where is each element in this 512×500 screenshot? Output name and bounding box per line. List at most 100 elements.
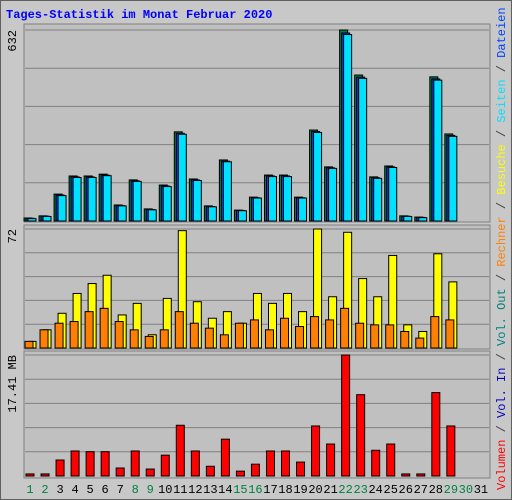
bar	[295, 326, 305, 349]
legend: Volumen / Vol. In / Vol. Out / Rechner /…	[495, 0, 509, 490]
chart-title: Tages-Statistik im Monat Februar 2020	[6, 8, 272, 22]
bar	[250, 463, 260, 477]
bar	[39, 329, 49, 349]
x-tick-label: 13	[203, 483, 217, 497]
x-tick-label: 26	[399, 483, 413, 497]
bar	[325, 319, 335, 349]
y-tick-label: 632	[6, 30, 20, 52]
bar	[433, 79, 443, 222]
bar	[160, 454, 170, 477]
x-tick-label: 19	[293, 483, 307, 497]
bar	[430, 316, 440, 349]
bar	[220, 438, 230, 477]
bar	[192, 180, 202, 222]
x-tick-label: 28	[429, 483, 443, 497]
bar	[190, 450, 200, 477]
bar	[219, 334, 229, 349]
bar	[265, 450, 275, 477]
legend-entry: Besuche	[495, 144, 509, 194]
x-tick-label: 27	[414, 483, 428, 497]
bar	[132, 180, 142, 222]
legend-entry: Vol. In	[495, 368, 509, 418]
bar	[234, 322, 244, 349]
legend-separator: /	[495, 58, 509, 80]
bar	[85, 451, 95, 477]
bar	[55, 459, 65, 477]
bar	[283, 176, 293, 222]
bar	[114, 321, 124, 349]
bar	[72, 176, 82, 222]
bar	[69, 321, 79, 349]
bar	[415, 337, 425, 349]
bar	[222, 161, 232, 222]
bar	[313, 131, 323, 222]
bar	[388, 167, 398, 222]
bar	[252, 197, 262, 222]
bar	[129, 329, 139, 349]
bar	[130, 450, 140, 477]
bar	[298, 197, 308, 222]
bar	[207, 206, 217, 222]
bar	[403, 215, 413, 222]
x-tick-label: 16	[248, 483, 262, 497]
x-tick-label: 24	[368, 483, 382, 497]
y-tick-label: 72	[6, 229, 20, 243]
legend-separator: /	[495, 267, 509, 289]
legend-entry: Rechner	[495, 216, 509, 266]
bar	[356, 394, 366, 477]
bar	[99, 307, 109, 349]
x-tick-label: 17	[263, 483, 277, 497]
bar	[42, 215, 52, 222]
x-tick-label: 23	[353, 483, 367, 497]
x-tick-label: 14	[218, 483, 232, 497]
legend-separator: /	[495, 0, 509, 7]
bar	[373, 177, 383, 222]
bar	[177, 133, 187, 222]
bar	[205, 465, 215, 477]
bar	[386, 443, 396, 477]
x-tick-label: 18	[278, 483, 292, 497]
bar	[296, 461, 306, 477]
bar	[117, 205, 127, 222]
x-tick-label: 20	[308, 483, 322, 497]
bar	[102, 175, 112, 222]
bar	[371, 449, 381, 477]
x-tick-label: 3	[56, 483, 63, 497]
x-tick-label: 8	[132, 483, 139, 497]
bar	[27, 218, 37, 222]
bar	[249, 319, 259, 349]
legend-separator: /	[495, 346, 509, 368]
bar	[144, 335, 154, 349]
x-tick-label: 7	[117, 483, 124, 497]
bar	[326, 443, 336, 477]
x-tick-label: 29	[444, 483, 458, 497]
bar	[87, 176, 97, 222]
bar	[310, 316, 320, 349]
legend-separator: /	[495, 418, 509, 440]
bar	[328, 167, 338, 222]
bar	[400, 330, 410, 349]
bar	[40, 473, 50, 477]
legend-entry: Seiten	[495, 79, 509, 122]
x-tick-label: 11	[173, 483, 187, 497]
x-tick-label: 30	[459, 483, 473, 497]
legend-separator: /	[495, 123, 509, 145]
bar	[340, 307, 350, 349]
bar	[57, 195, 67, 222]
bar	[145, 468, 155, 477]
bar	[175, 424, 185, 477]
bar	[264, 329, 274, 349]
legend-entry: Volumen	[495, 440, 509, 490]
legend-entry: Vol. Out	[495, 288, 509, 346]
bar	[431, 392, 441, 477]
bar	[54, 322, 64, 349]
x-tick-label: 15	[233, 483, 247, 497]
bar	[100, 451, 110, 477]
bar	[445, 319, 455, 349]
x-tick-label: 1	[26, 483, 33, 497]
bar	[189, 322, 199, 349]
bar	[235, 470, 245, 477]
bar	[343, 34, 353, 222]
x-tick-label: 12	[188, 483, 202, 497]
